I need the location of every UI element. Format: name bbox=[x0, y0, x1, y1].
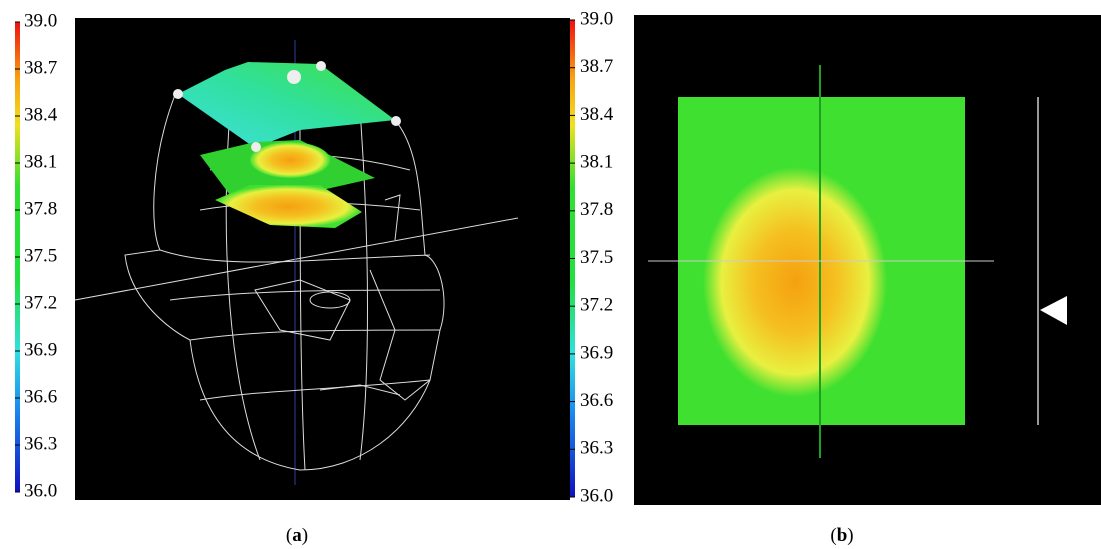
tick-label: 36.3 bbox=[24, 433, 57, 454]
caption: (a) bbox=[286, 525, 308, 546]
caption-part: ) bbox=[847, 525, 853, 546]
figure: 39.0 38.7 38.4 38.1 37.8 37.5 37.2 36.9 36.6 36.3… bbox=[0, 0, 1101, 549]
heat-spot bbox=[250, 142, 330, 178]
tick-label: 36.9 bbox=[580, 342, 613, 363]
caption-part: b bbox=[837, 525, 848, 546]
tick-label: 36.0 bbox=[24, 480, 57, 501]
tick-label: 36.0 bbox=[580, 485, 613, 506]
tick-label: 38.1 bbox=[24, 151, 57, 172]
caption-part: a bbox=[292, 525, 302, 546]
tick-label: 38.4 bbox=[24, 104, 58, 125]
tick-label: 38.1 bbox=[580, 151, 613, 172]
tick-label: 38.7 bbox=[580, 56, 613, 77]
tick-label: 37.8 bbox=[24, 198, 57, 219]
tick-label: 38.4 bbox=[580, 104, 614, 125]
tick-label: 37.2 bbox=[580, 295, 613, 316]
tick-label: 36.6 bbox=[24, 386, 57, 407]
tick-label: 37.8 bbox=[580, 199, 613, 220]
tick-label: 39.0 bbox=[580, 8, 613, 29]
caption-part: ) bbox=[302, 525, 308, 546]
tick-label: 37.5 bbox=[580, 247, 613, 268]
tick-label: 39.0 bbox=[24, 10, 57, 31]
tick-label: 36.9 bbox=[24, 339, 57, 360]
caption: (b) bbox=[830, 525, 853, 546]
tick-label: 36.6 bbox=[580, 390, 613, 411]
tick-label: 38.7 bbox=[24, 57, 57, 78]
heat-spot bbox=[703, 167, 887, 397]
tick-label: 36.3 bbox=[580, 438, 613, 459]
tick-label: 37.5 bbox=[24, 245, 57, 266]
tick-label: 37.2 bbox=[24, 292, 57, 313]
